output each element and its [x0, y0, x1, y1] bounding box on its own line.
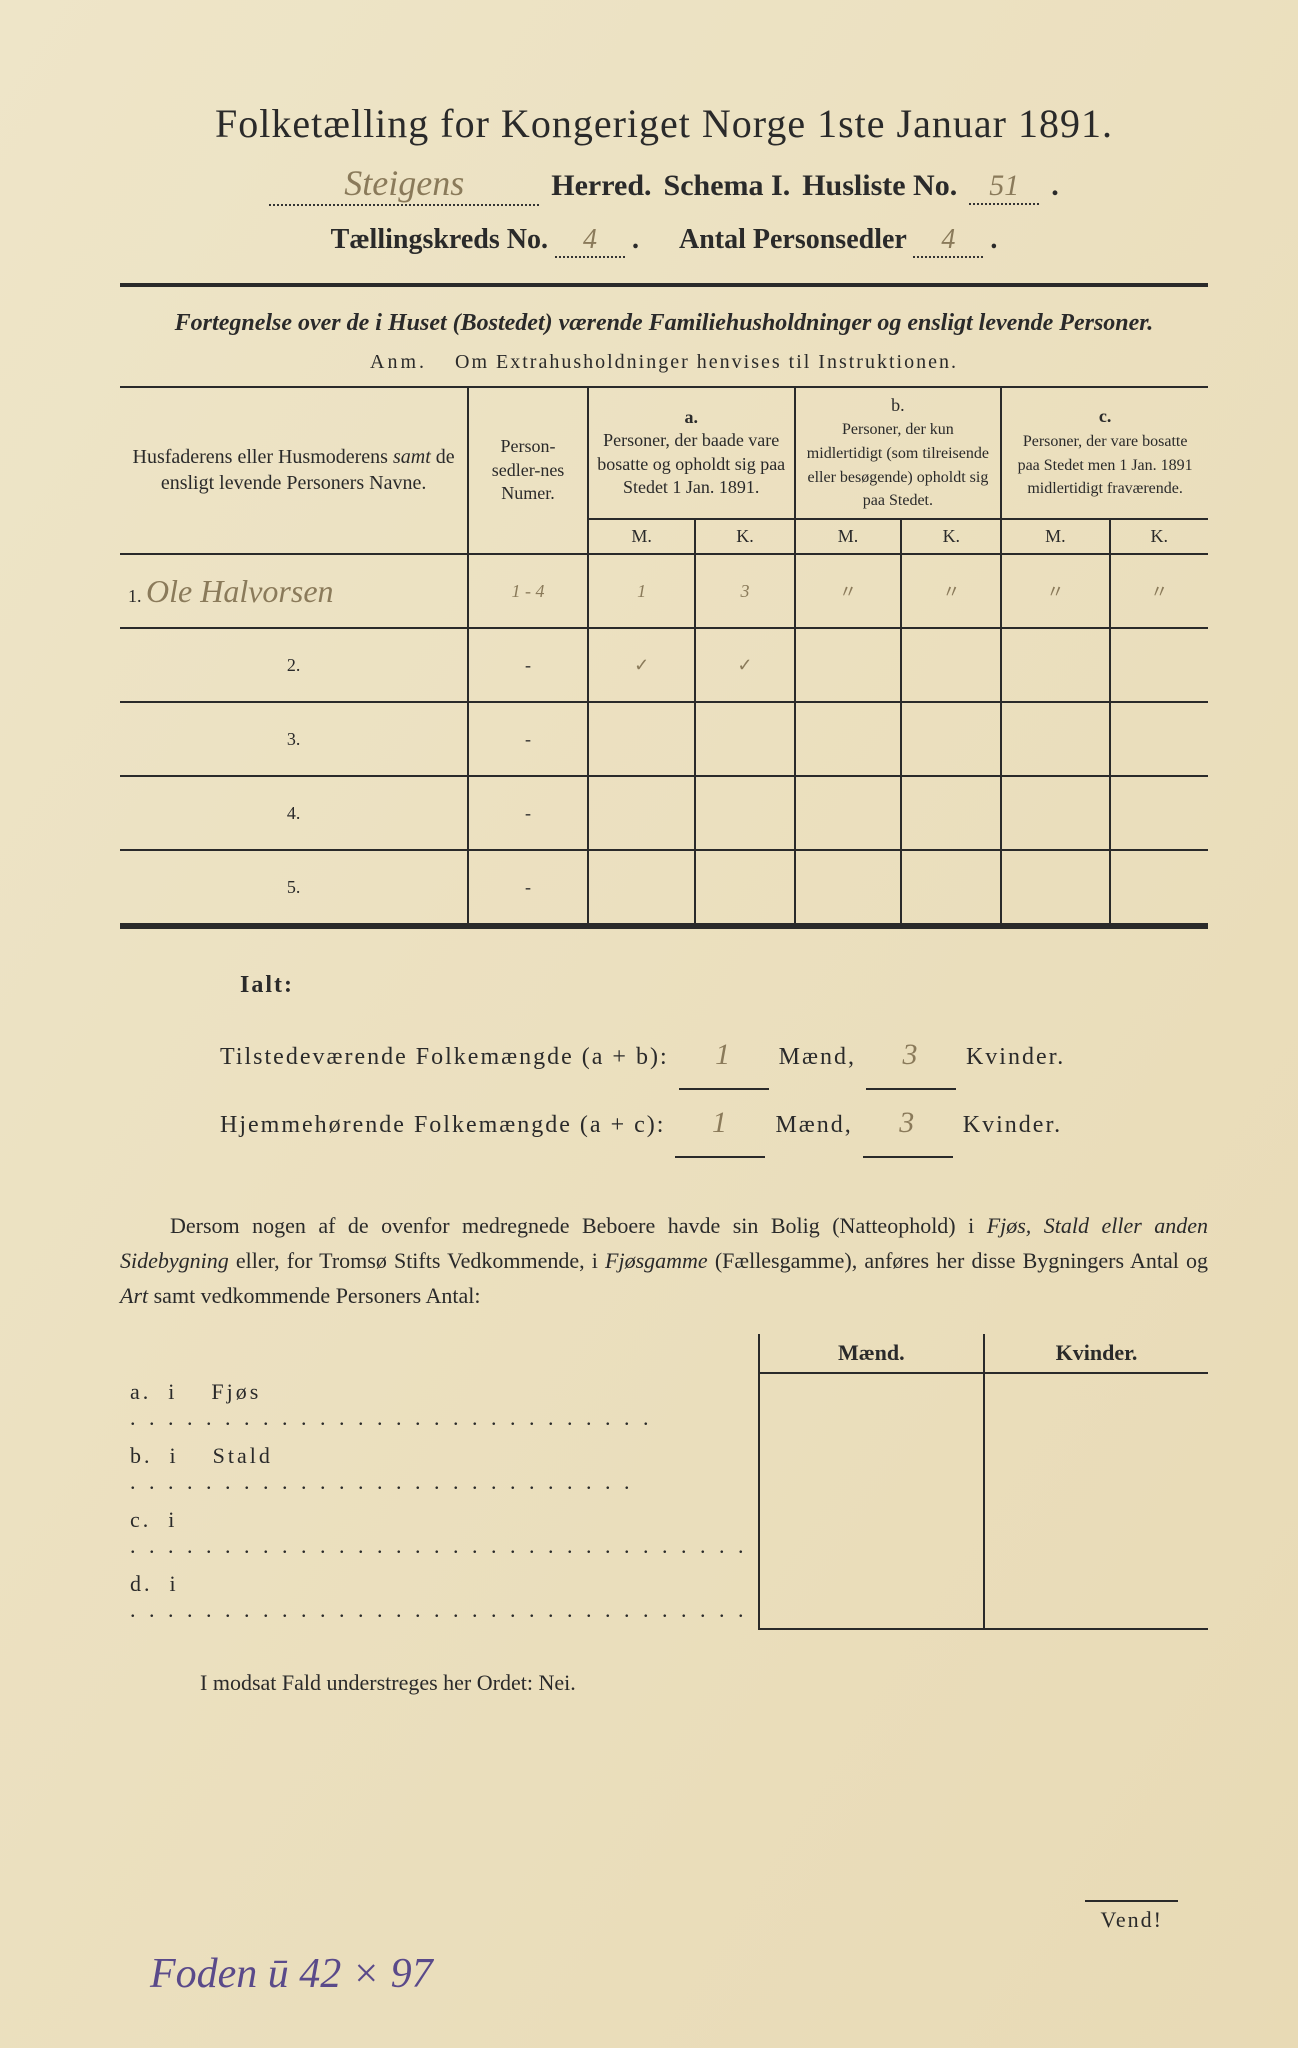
form-note: Anm. Om Extrahusholdninger henvises til … [120, 351, 1208, 374]
building-row: b. i Stald . . . . . . . . . . . . . . .… [120, 1437, 1208, 1501]
building-row: d. i . . . . . . . . . . . . . . . . . .… [120, 1565, 1208, 1629]
table-row: 5. - [120, 850, 1208, 924]
handwritten-annotation: Foden ū 42 × 97 [150, 1950, 433, 1998]
header-a-k: K. [695, 519, 794, 554]
footer-instruction: I modsat Fald understreges her Ordet: Ne… [120, 1670, 1208, 1696]
header-c-m: M. [1001, 519, 1109, 554]
herred-row: Steigens Herred. Schema I. Husliste No. … [120, 162, 1208, 206]
header-a: a. Personer, der baade vare bosatte og o… [588, 387, 795, 520]
census-form-page: Folketælling for Kongeriget Norge 1ste J… [0, 0, 1298, 2048]
antal-label: Antal Personsedler [679, 224, 906, 255]
page-title: Folketælling for Kongeriget Norge 1ste J… [120, 100, 1208, 147]
kreds-no: 4 [555, 224, 625, 258]
kreds-label: Tællingskreds No. [331, 224, 548, 255]
header-b-k: K. [901, 519, 1001, 554]
header-numer: Person-sedler-nes Numer. [468, 387, 588, 555]
building-maend-header: Mænd. [759, 1334, 985, 1373]
person-name: Ole Halvorsen [146, 573, 334, 609]
tilstede-k: 3 [866, 1022, 956, 1090]
kreds-row: Tællingskreds No. 4 . Antal Personsedler… [120, 224, 1208, 258]
cell-am: 1 [588, 554, 696, 628]
herred-label: Herred. [551, 169, 651, 203]
totals-section: Ialt: Tilstedeværende Folkemængde (a + b… [220, 959, 1208, 1158]
husliste-no: 51 [969, 169, 1039, 205]
form-description: Fortegnelse over de i Huset (Bostedet) v… [120, 307, 1208, 341]
hjemme-k: 3 [863, 1090, 953, 1158]
antal-value: 4 [913, 224, 983, 258]
header-b: b. Personer, der kun midlertidigt (som t… [795, 387, 1002, 520]
divider [120, 925, 1208, 929]
tilstede-line: Tilstedeværende Folkemængde (a + b): 1 M… [220, 1022, 1208, 1090]
divider [120, 283, 1208, 287]
header-a-m: M. [588, 519, 696, 554]
schema-label: Schema I. [664, 169, 791, 203]
cell-numer: 1 - 4 [468, 554, 588, 628]
building-table: Mænd. Kvinder. a. i Fjøs . . . . . . . .… [120, 1334, 1208, 1630]
header-names: Husfaderens eller Husmoderens samt de en… [120, 387, 468, 555]
cell-ck: 〃 [1110, 554, 1208, 628]
cell-bk: 〃 [901, 554, 1001, 628]
building-row: c. i . . . . . . . . . . . . . . . . . .… [120, 1501, 1208, 1565]
building-row: a. i Fjøs . . . . . . . . . . . . . . . … [120, 1373, 1208, 1437]
cell-cm: 〃 [1001, 554, 1109, 628]
table-row: 2. - ✓ ✓ [120, 628, 1208, 702]
hjemme-line: Hjemmehørende Folkemængde (a + c): 1 Mæn… [220, 1090, 1208, 1158]
hjemme-m: 1 [675, 1090, 765, 1158]
cell-ak: 3 [695, 554, 794, 628]
building-kvinder-header: Kvinder. [984, 1334, 1208, 1373]
building-paragraph: Dersom nogen af de ovenfor medregnede Be… [120, 1208, 1208, 1314]
tilstede-m: 1 [679, 1022, 769, 1090]
vend-label: Vend! [1085, 1900, 1178, 1938]
ialt-label: Ialt: [240, 959, 1208, 1012]
header-c: c. Personer, der vare bosatte paa Stedet… [1001, 387, 1208, 520]
header-b-m: M. [795, 519, 902, 554]
cell-bm: 〃 [795, 554, 902, 628]
header-c-k: K. [1110, 519, 1208, 554]
table-row: 1. Ole Halvorsen 1 - 4 1 3 〃 〃 〃 〃 [120, 554, 1208, 628]
herred-name: Steigens [269, 162, 539, 206]
table-row: 3. - [120, 702, 1208, 776]
census-table: Husfaderens eller Husmoderens samt de en… [120, 386, 1208, 926]
table-row: 4. - [120, 776, 1208, 850]
husliste-label: Husliste No. [802, 169, 957, 203]
